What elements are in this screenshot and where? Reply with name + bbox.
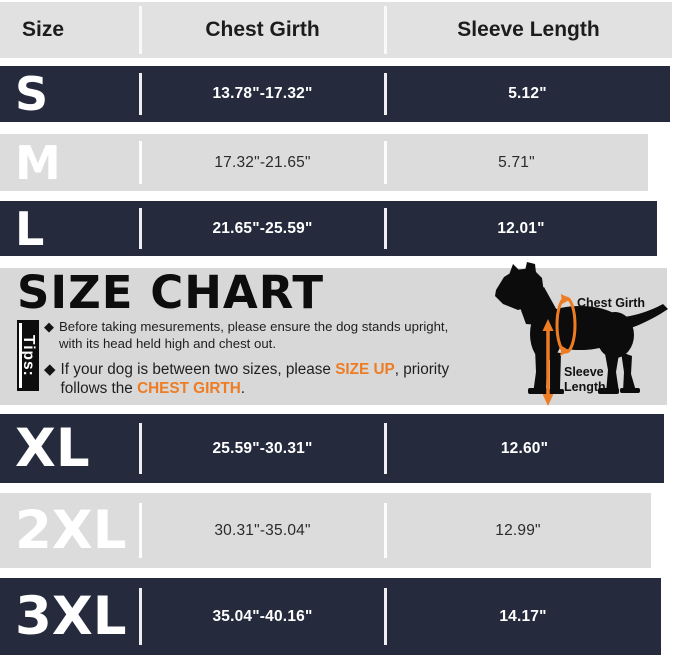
- chest-girth-value: 30.31"-35.04": [214, 521, 311, 539]
- sleeve-length-value: 5.12": [508, 85, 547, 102]
- chest-girth-value: 17.32"-21.65": [214, 153, 311, 171]
- table-row-m: M 17.32"-21.65" 5.71": [0, 134, 648, 191]
- column-divider: [139, 208, 142, 249]
- column-divider: [139, 422, 142, 475]
- column-divider: [384, 422, 387, 475]
- sleeve-length-label: Length: [564, 380, 606, 394]
- column-divider: [139, 588, 142, 645]
- column-divider: [139, 5, 142, 55]
- tips-list: ◆ Before taking mesurements, please ensu…: [44, 318, 514, 399]
- chest-girth-value: 25.59"-30.31": [212, 439, 313, 457]
- size-label: XL: [15, 418, 90, 479]
- header-chest-girth: Chest Girth: [205, 18, 320, 41]
- table-row-3xl: 3XL 35.04"-40.16" 14.17": [0, 578, 661, 655]
- sleeve-length-value: 14.17": [499, 607, 547, 625]
- column-divider: [139, 502, 142, 559]
- tip-text: Before taking mesurements, please ensure…: [59, 319, 449, 352]
- panel-title: SIZE CHART: [17, 266, 325, 319]
- size-label: S: [15, 67, 49, 121]
- tip-text: If your dog is between two sizes, please…: [60, 360, 450, 398]
- header-sleeve-length: Sleeve Length: [457, 18, 600, 41]
- table-row-2xl: 2XL 30.31"-35.04" 12.99": [0, 493, 651, 568]
- sleeve-length-value: 5.71": [498, 153, 535, 171]
- size-label: L: [15, 201, 45, 256]
- column-divider: [139, 73, 142, 115]
- diamond-bullet-icon: ◆: [44, 360, 56, 378]
- sleeve-length-value: 12.60": [500, 439, 549, 457]
- sleeve-length-value: 12.01": [497, 219, 545, 237]
- chest-girth-value: 35.04"-40.16": [212, 607, 313, 625]
- size-label: 2XL: [15, 500, 127, 561]
- column-divider: [384, 208, 387, 249]
- chest-girth-highlight: CHEST GIRTH: [137, 380, 241, 398]
- size-chart-panel: SIZE CHART Tips: ◆ Before taking mesurem…: [0, 262, 668, 406]
- size-up-highlight: SIZE UP: [335, 360, 395, 378]
- sleeve-length-label: Sleeve: [564, 365, 604, 379]
- table-row-l: L 21.65"-25.59" 12.01": [0, 201, 657, 256]
- tip-item-1: ◆ Before taking mesurements, please ensu…: [44, 318, 514, 353]
- table-row-s: S 13.78"-17.32" 5.12": [0, 66, 670, 122]
- chest-girth-value: 13.78"-17.32": [212, 85, 313, 102]
- dog-measurement-diagram: Chest Girth Sleeve Length: [495, 262, 668, 406]
- arrowheads: [542, 294, 571, 406]
- column-divider: [384, 502, 387, 559]
- column-divider: [384, 73, 387, 115]
- chest-girth-value: 21.65"-25.59": [212, 219, 313, 237]
- dog-silhouette: [495, 262, 668, 394]
- column-divider: [139, 141, 142, 184]
- table-header-row: Size Chest Girth Sleeve Length: [0, 2, 672, 58]
- header-size: Size: [22, 18, 65, 41]
- table-row-xl: XL 25.59"-30.31" 12.60": [0, 414, 664, 483]
- sleeve-length-value: 12.99": [495, 521, 541, 539]
- column-divider: [384, 588, 387, 645]
- diamond-bullet-icon: ◆: [44, 319, 54, 334]
- chest-girth-label: Chest Girth: [577, 296, 645, 310]
- tips-label-box: Tips:: [17, 320, 39, 391]
- tip-item-2: ◆ If your dog is between two sizes, plea…: [44, 360, 514, 399]
- tips-label: Tips:: [20, 334, 37, 377]
- size-label: 3XL: [15, 586, 127, 647]
- size-label: M: [15, 135, 61, 190]
- column-divider: [384, 141, 387, 184]
- column-divider: [384, 5, 387, 55]
